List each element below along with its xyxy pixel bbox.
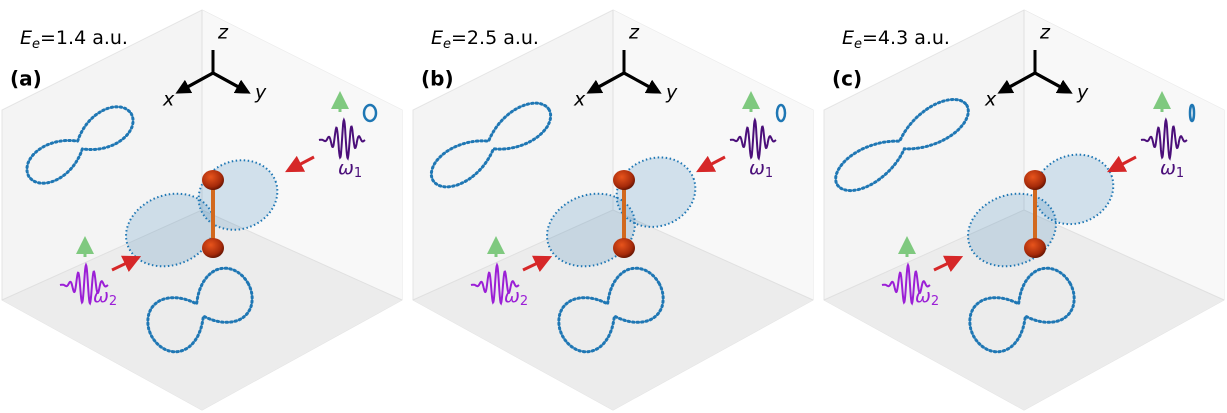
- atom: [613, 238, 635, 258]
- axis-arrow: [623, 71, 662, 94]
- axis-label: y: [1076, 82, 1089, 104]
- energy-value: =1.4 a.u.: [40, 27, 128, 49]
- energy-subscript: e: [854, 37, 862, 52]
- lobe: [546, 192, 636, 268]
- energy-value: =2.5 a.u.: [451, 27, 539, 49]
- omega-1-label: ω1: [749, 157, 773, 181]
- projection-xy: [557, 266, 665, 354]
- pulse-1: [318, 117, 366, 161]
- atom: [1024, 238, 1046, 258]
- axis-label: x: [162, 89, 175, 111]
- omega-symbol: ω: [749, 157, 765, 179]
- omega-1-label: ω1: [1160, 157, 1184, 181]
- pulse-1: [729, 117, 777, 161]
- atom: [1024, 170, 1046, 190]
- omega-subscript: 1: [354, 166, 362, 181]
- cube-edge: [1, 10, 403, 301]
- axis-label: z: [217, 22, 229, 44]
- pulse-2: [881, 262, 931, 306]
- projection-xy: [146, 266, 254, 354]
- axis-arrow: [997, 71, 1036, 94]
- omega-subscript: 2: [520, 294, 528, 309]
- panel-label: (c): [832, 67, 862, 91]
- omega-symbol: ω: [93, 285, 109, 307]
- propagation-1: [696, 155, 726, 173]
- axis-label: x: [984, 89, 997, 111]
- projection-xz: [25, 105, 135, 185]
- projection-yz: [1188, 103, 1196, 123]
- propagation-2: [933, 255, 964, 272]
- omega-subscript: 1: [1176, 166, 1184, 181]
- cube-edge: [823, 10, 1225, 301]
- panel-label: (a): [10, 67, 42, 91]
- energy-value: =4.3 a.u.: [862, 27, 950, 49]
- axis-arrow: [1034, 71, 1073, 94]
- lobe: [615, 156, 697, 228]
- energy-symbol: E: [842, 27, 854, 49]
- omega-subscript: 2: [931, 294, 939, 309]
- omega-symbol: ω: [338, 157, 354, 179]
- energy-label: Ee=1.4 a.u.: [20, 27, 128, 52]
- axis-arrow: [586, 71, 625, 94]
- propagation-2: [111, 255, 142, 272]
- atom: [202, 170, 224, 190]
- cube-edge: [412, 10, 814, 301]
- propagation-2: [522, 255, 553, 272]
- axis-label: y: [665, 82, 678, 104]
- energy-subscript: e: [32, 37, 40, 52]
- pulse-2: [59, 262, 109, 306]
- energy-symbol: E: [20, 27, 32, 49]
- omega-2-label: ω2: [915, 285, 939, 309]
- omega-subscript: 1: [765, 166, 773, 181]
- omega-symbol: ω: [915, 285, 931, 307]
- axis-label: z: [628, 22, 640, 44]
- energy-label: Ee=2.5 a.u.: [431, 27, 539, 52]
- omega-symbol: ω: [504, 285, 520, 307]
- cube-face: [2, 210, 402, 410]
- panel-label: (b): [421, 67, 454, 91]
- projection-yz: [775, 103, 787, 123]
- axis-label: y: [254, 82, 267, 104]
- cube-face: [824, 210, 1224, 410]
- pulse-1: [1140, 117, 1188, 161]
- axis-label: x: [573, 89, 586, 111]
- omega-subscript: 2: [109, 294, 117, 309]
- energy-label: Ee=4.3 a.u.: [842, 27, 950, 52]
- propagation-1: [1107, 155, 1137, 173]
- energy-subscript: e: [443, 37, 451, 52]
- projection-xz: [834, 97, 970, 193]
- omega-2-label: ω2: [504, 285, 528, 309]
- atom: [613, 170, 635, 190]
- projection-yz: [362, 103, 378, 123]
- cube-face: [413, 210, 813, 410]
- propagation-1: [285, 155, 315, 173]
- axis-label: z: [1039, 22, 1051, 44]
- energy-symbol: E: [431, 27, 443, 49]
- atom: [202, 238, 224, 258]
- omega-1-label: ω1: [338, 157, 362, 181]
- pulse-2: [470, 262, 520, 306]
- axis-arrow: [175, 71, 214, 94]
- omega-2-label: ω2: [93, 285, 117, 309]
- projection-xz: [429, 101, 553, 189]
- axis-arrow: [212, 71, 251, 94]
- projection-xy: [968, 266, 1076, 354]
- omega-symbol: ω: [1160, 157, 1176, 179]
